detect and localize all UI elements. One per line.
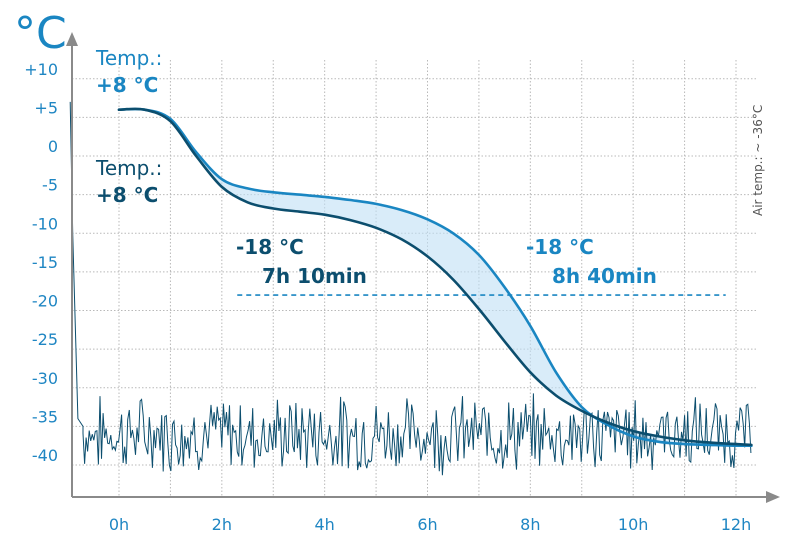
axes — [66, 32, 780, 503]
annotation-start-dark: +8 °C — [96, 183, 158, 207]
tick-labels: +10 +5 0 -5 -10 -15 -20 -25 -30 -35 -40 0h 2h 4h 6h 8h 1… — [24, 60, 751, 534]
annotation-threshold-light: -18 °C — [526, 235, 594, 259]
annotation-temp-dark: Temp.: — [95, 156, 162, 180]
y-axis-arrow — [66, 32, 78, 46]
series-line-light — [117, 107, 753, 448]
y-tick-label: -40 — [32, 446, 58, 465]
y-tick-label: -10 — [32, 214, 58, 233]
annotation-temp-light: Temp.: — [95, 46, 162, 70]
x-axis-arrow — [766, 491, 780, 503]
series-line-dark — [117, 107, 753, 447]
annotation-time-dark: 7h 10min — [262, 264, 367, 288]
y-tick-label: 0 — [48, 137, 58, 156]
air-temp-trace — [69, 101, 752, 476]
y-tick-label: -5 — [42, 176, 58, 195]
y-tick-label: -30 — [32, 369, 58, 388]
y-tick-label: -25 — [32, 330, 58, 349]
x-tick-label: 2h — [212, 515, 232, 534]
series-lines — [69, 101, 753, 476]
annotation-threshold-dark: -18 °C — [236, 235, 304, 259]
y-tick-label: +5 — [34, 98, 58, 117]
x-tick-label: 8h — [520, 515, 540, 534]
x-tick-label: 6h — [417, 515, 437, 534]
x-tick-label: 4h — [315, 515, 335, 534]
x-tick-label: 0h — [109, 515, 129, 534]
annotation-start-light: +8 °C — [96, 73, 158, 97]
x-tick-label: 10h — [618, 515, 649, 534]
air-temp-label: Air temp.: ~ -36°C — [751, 105, 765, 216]
x-tick-label: 12h — [721, 515, 752, 534]
y-tick-label: +10 — [24, 60, 58, 79]
y-tick-label: -35 — [32, 407, 58, 426]
y-tick-label: -15 — [32, 253, 58, 272]
y-unit-label: °C — [14, 8, 67, 59]
annotation-time-light: 8h 40min — [552, 264, 657, 288]
y-tick-label: -20 — [32, 292, 58, 311]
